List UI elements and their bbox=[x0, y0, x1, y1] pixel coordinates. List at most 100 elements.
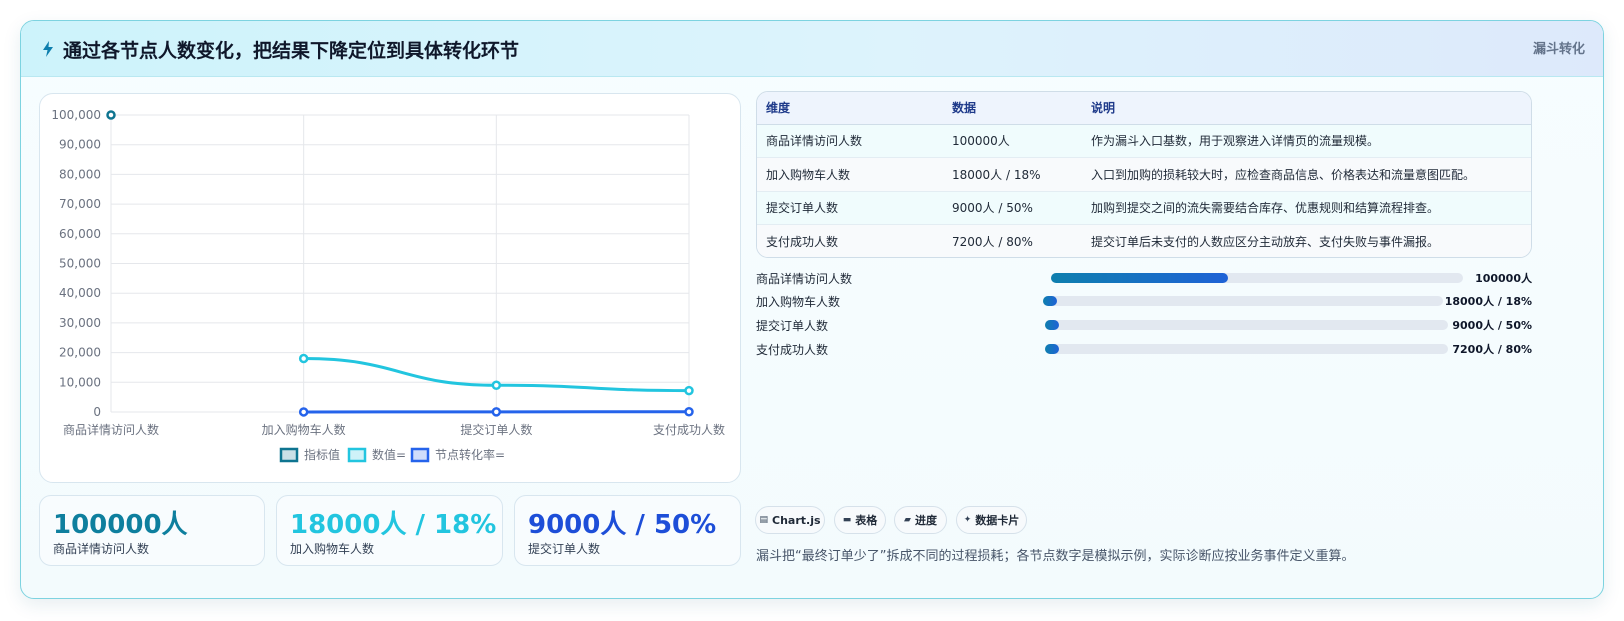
footnote: 漏斗把“最终订单少了”拆成不同的过程损耗；各节点数字是模拟示例，实际诊断应按业务… bbox=[756, 549, 1355, 564]
chip-label: 数据卡片 bbox=[975, 514, 1020, 527]
x-tick-label: 加入购物车人数 bbox=[262, 422, 346, 437]
table-cell: 加入购物车人数 bbox=[757, 157, 943, 192]
column-header-description: 说明 bbox=[1082, 92, 1531, 125]
table-icon: ▬ bbox=[842, 515, 852, 525]
y-tick-label: 20,000 bbox=[59, 346, 101, 360]
sparkle-icon: ✦ bbox=[963, 515, 972, 525]
data-point bbox=[298, 353, 309, 364]
data-point bbox=[684, 407, 694, 417]
progress-list: 商品详情访问人数 100000人 加入购物车人数 18000人 / 18% 提交… bbox=[756, 269, 1532, 369]
progress-fill bbox=[1043, 296, 1057, 306]
stat-label: 加入购物车人数 bbox=[290, 542, 375, 556]
legend-label: 数值= bbox=[372, 447, 406, 462]
progress-track bbox=[1051, 273, 1463, 283]
table-row: 提交订单人数 9000人 / 50% 加购到提交之间的流失需要结合库存、优惠规则… bbox=[757, 191, 1531, 225]
table-cell: 100000人 bbox=[943, 124, 1082, 158]
y-tick-label: 30,000 bbox=[59, 316, 101, 330]
table-row: 加入购物车人数 18000人 / 18% 入口到加购的损耗较大时，应检查商品信息… bbox=[757, 157, 1531, 192]
table-cell: 商品详情访问人数 bbox=[757, 124, 943, 158]
y-tick-label: 0 bbox=[93, 405, 101, 419]
progress-value: 100000人 bbox=[1475, 272, 1532, 285]
stat-label: 商品详情访问人数 bbox=[53, 542, 150, 556]
x-tick-label: 提交订单人数 bbox=[460, 422, 532, 437]
funnel-line-chart: 0 10,000 20,000 30,000 40,000 50,000 60,000 70,… bbox=[51, 108, 725, 463]
table-cell: 入口到加购的损耗较大时，应检查商品信息、价格表达和流量意图匹配。 bbox=[1082, 157, 1531, 192]
table-cell: 支付成功人数 bbox=[757, 224, 943, 257]
y-tick-label: 70,000 bbox=[59, 197, 101, 211]
table-header-row: 维度 数据 说明 bbox=[757, 92, 1531, 125]
progress-value: 9000人 / 50% bbox=[1452, 319, 1532, 332]
chip-label: 表格 bbox=[855, 514, 878, 527]
funnel-card: 通过各节点人数变化，把结果下降定位到具体转化环节 漏斗转化 0 10,000 20,… bbox=[20, 20, 1604, 599]
progress-track bbox=[1045, 344, 1448, 354]
header-tag: 漏斗转化 bbox=[1532, 42, 1585, 57]
progress-row: 加入购物车人数 18000人 / 18% bbox=[756, 292, 1532, 310]
legend-label: 指标值 bbox=[304, 447, 340, 462]
progress-track bbox=[1043, 296, 1443, 306]
x-tick-label: 商品详情访问人数 bbox=[63, 422, 159, 437]
progress-row: 提交订单人数 9000人 / 50% bbox=[756, 316, 1532, 334]
progress-fill bbox=[1051, 273, 1229, 283]
column-header-data: 数据 bbox=[943, 92, 1082, 125]
legend-label: 节点转化率= bbox=[435, 447, 505, 462]
chip-label: 进度 bbox=[914, 514, 937, 527]
y-tick-label: 60,000 bbox=[59, 227, 101, 241]
table-cell: 作为漏斗入口基数，用于观察进入详情页的流量规模。 bbox=[1082, 124, 1531, 158]
stat-card-orders: 9000人 / 50% 提交订单人数 bbox=[514, 495, 741, 566]
legend-swatch bbox=[410, 447, 430, 463]
y-tick-label: 90,000 bbox=[59, 138, 101, 152]
stat-value: 100000人 bbox=[53, 510, 188, 540]
stat-value: 18000人 / 18% bbox=[290, 510, 497, 540]
page-title: 通过各节点人数变化，把结果下降定位到具体转化环节 bbox=[63, 40, 520, 62]
chip-table[interactable]: ▬ 表格 bbox=[834, 506, 886, 534]
progress-fill bbox=[1045, 344, 1059, 354]
table-cell: 提交订单后未支付的人数应区分主动放弃、支付失败与事件漏报。 bbox=[1082, 224, 1531, 257]
progress-row: 商品详情访问人数 100000人 bbox=[756, 269, 1532, 287]
progress-label: 商品详情访问人数 bbox=[756, 272, 853, 286]
chart-panel: 0 10,000 20,000 30,000 40,000 50,000 60,000 70,… bbox=[39, 93, 741, 483]
y-tick-label: 10,000 bbox=[59, 375, 101, 389]
legend-swatch bbox=[279, 447, 299, 463]
column-header-dimension: 维度 bbox=[757, 92, 943, 125]
progress-row: 支付成功人数 7200人 / 80% bbox=[756, 340, 1532, 358]
progress-label: 加入购物车人数 bbox=[756, 295, 841, 309]
progress-label: 支付成功人数 bbox=[756, 343, 829, 357]
y-tick-label: 50,000 bbox=[59, 257, 101, 271]
progress-fill bbox=[1045, 320, 1059, 330]
table-cell: 加购到提交之间的流失需要结合库存、优惠规则和结算流程排查。 bbox=[1082, 191, 1531, 225]
table-cell: 18000人 / 18% bbox=[943, 157, 1082, 192]
chip-chartjs[interactable]: ▤ Chart.js bbox=[755, 506, 825, 534]
card-header: 通过各节点人数变化，把结果下降定位到具体转化环节 漏斗转化 bbox=[21, 21, 1603, 77]
chip-label: Chart.js bbox=[772, 513, 821, 527]
chart-icon: ▤ bbox=[759, 515, 768, 525]
table-cell: 提交订单人数 bbox=[757, 191, 943, 225]
progress-track bbox=[1045, 320, 1448, 330]
stat-value: 9000人 / 50% bbox=[528, 510, 717, 540]
data-point bbox=[106, 110, 116, 120]
progress-label: 提交订单人数 bbox=[756, 319, 829, 333]
stat-card-visits: 100000人 商品详情访问人数 bbox=[39, 495, 265, 566]
progress-value: 18000人 / 18% bbox=[1444, 295, 1532, 308]
tech-chips: ▤ Chart.js ▬ 表格 ▰ 进度 ✦ 数据卡片 bbox=[755, 506, 1155, 534]
chip-progress[interactable]: ▰ 进度 bbox=[894, 506, 947, 534]
data-point bbox=[298, 407, 309, 417]
data-point bbox=[491, 407, 502, 417]
data-point bbox=[684, 385, 694, 396]
legend-swatch bbox=[347, 447, 367, 463]
x-tick-label: 支付成功人数 bbox=[653, 422, 725, 437]
stat-card-cart: 18000人 / 18% 加入购物车人数 bbox=[276, 495, 503, 566]
y-tick-label: 40,000 bbox=[59, 286, 101, 300]
table-row: 商品详情访问人数 100000人 作为漏斗入口基数，用于观察进入详情页的流量规模… bbox=[757, 124, 1531, 158]
y-tick-label: 100,000 bbox=[51, 108, 101, 122]
data-table: 维度 数据 说明 商品详情访问人数 100000人 作为漏斗入口基数，用于观察进… bbox=[756, 91, 1532, 258]
stat-label: 提交订单人数 bbox=[528, 542, 601, 556]
table-cell: 7200人 / 80% bbox=[943, 224, 1082, 257]
table-cell: 9000人 / 50% bbox=[943, 191, 1082, 225]
progress-value: 7200人 / 80% bbox=[1452, 343, 1532, 356]
chip-data-cards[interactable]: ✦ 数据卡片 bbox=[956, 506, 1027, 534]
table-row: 支付成功人数 7200人 / 80% 提交订单后未支付的人数应区分主动放弃、支付… bbox=[757, 224, 1531, 257]
folder-icon: ▰ bbox=[904, 515, 911, 525]
lightning-icon bbox=[43, 41, 53, 57]
data-point bbox=[491, 380, 502, 391]
y-tick-label: 80,000 bbox=[59, 167, 101, 181]
